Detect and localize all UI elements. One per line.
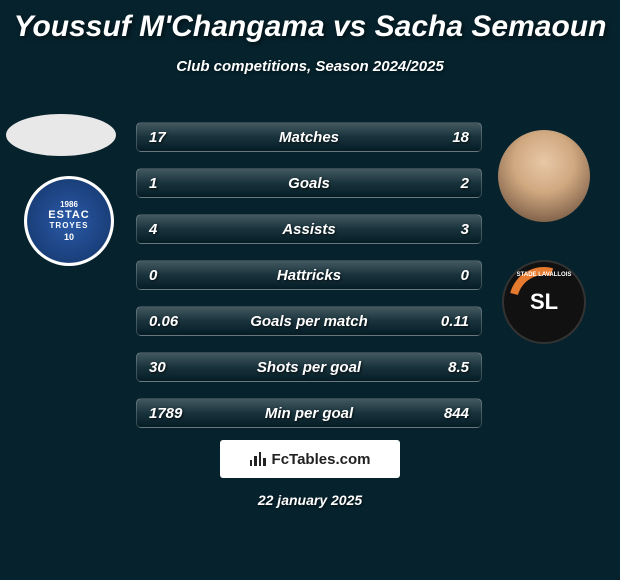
badge-right-ring-text: STADE LAVALLOIS <box>517 272 572 278</box>
footer-brand: FcTables.com <box>220 440 400 478</box>
badge-left-year: 1986 <box>60 200 78 209</box>
stat-label: Goals per match <box>137 313 481 330</box>
club-badge-right: STADE LAVALLOIS SL <box>502 260 586 344</box>
stats-table: 17Matches18 1Goals2 4Assists3 0Hattricks0 0.… <box>136 122 482 444</box>
footer-date: 22 january 2025 <box>0 492 620 508</box>
player-right-avatar <box>498 130 590 222</box>
page-subtitle: Club competitions, Season 2024/2025 <box>0 58 620 75</box>
badge-right-arc <box>496 254 592 350</box>
footer-brand-text: FcTables.com <box>272 451 371 468</box>
badge-left-number: 10 <box>64 232 74 242</box>
stat-row: 0Hattricks0 <box>136 260 482 290</box>
stat-row: 17Matches18 <box>136 122 482 152</box>
stat-label: Goals <box>137 175 481 192</box>
player-left-avatar <box>6 114 116 156</box>
bars-icon <box>250 452 266 466</box>
stat-row: 4Assists3 <box>136 214 482 244</box>
club-badge-left: 1986 ESTAC TROYES 10 <box>24 176 114 266</box>
stat-row: 1789Min per goal844 <box>136 398 482 428</box>
stat-label: Hattricks <box>137 267 481 284</box>
stat-label: Assists <box>137 221 481 238</box>
page-title: Youssuf M'Changama vs Sacha Semaoun <box>0 0 620 44</box>
stat-label: Matches <box>137 129 481 146</box>
stat-row: 1Goals2 <box>136 168 482 198</box>
stat-label: Shots per goal <box>137 359 481 376</box>
stat-label: Min per goal <box>137 405 481 422</box>
badge-left-name: ESTAC <box>48 209 89 221</box>
stat-row: 0.06Goals per match0.11 <box>136 306 482 336</box>
stat-row: 30Shots per goal8.5 <box>136 352 482 382</box>
badge-left-city: TROYES <box>50 221 89 230</box>
